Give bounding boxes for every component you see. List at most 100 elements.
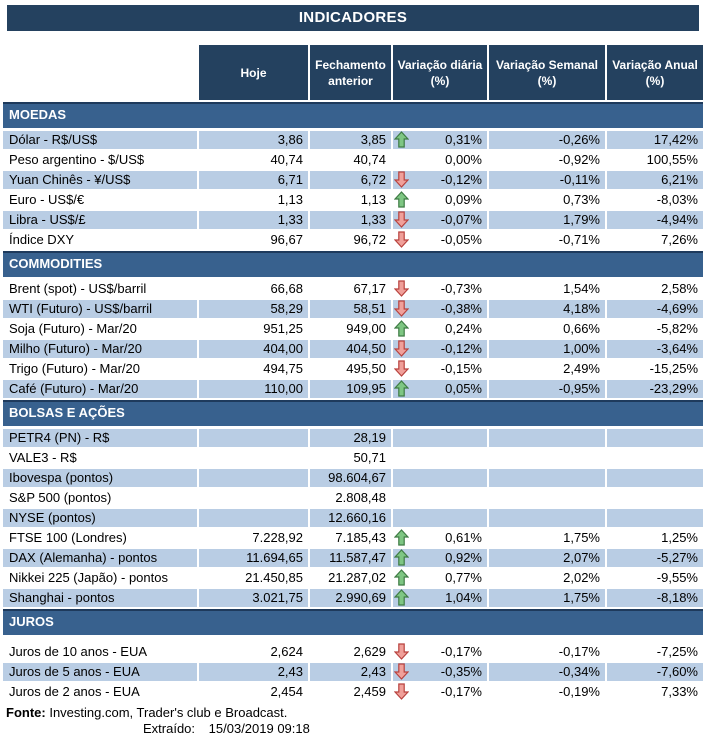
variacao-semanal-value: 1,75% bbox=[489, 589, 607, 607]
variacao-diaria-value: -0,05% bbox=[440, 232, 482, 247]
section-header-bolsas-e-a-es: BOLSAS E AÇÕES bbox=[3, 400, 703, 426]
variacao-semanal-value bbox=[489, 509, 607, 527]
fechamento-anterior-value: 28,19 bbox=[310, 429, 393, 447]
up-arrow-icon bbox=[393, 320, 410, 337]
variacao-anual-value: -8,03% bbox=[656, 192, 698, 207]
fechamento-anterior-value: 40,74 bbox=[310, 151, 393, 169]
column-header-variacao-diaria: Variação diária (%) bbox=[393, 45, 489, 100]
hoje-value bbox=[199, 429, 310, 447]
row-label: WTI (Futuro) - US$/barril bbox=[3, 300, 199, 318]
row-label: PETR4 (PN) - R$ bbox=[3, 429, 199, 447]
variacao-diaria-value: -0,12% bbox=[440, 172, 482, 187]
up-arrow-icon bbox=[393, 191, 410, 208]
table-row: Trigo (Futuro) - Mar/20 494,75 495,50 -0,15… bbox=[3, 360, 703, 378]
fechamento-anterior-value: 6,72 bbox=[310, 171, 393, 189]
hoje-value: 1,33 bbox=[199, 211, 310, 229]
variacao-diaria-value: 0,92% bbox=[445, 550, 482, 565]
table-row: NYSE (pontos) 12.660,16 bbox=[3, 509, 703, 527]
fechamento-anterior-value: 3,85 bbox=[310, 131, 393, 149]
column-header-fechamento: Fechamento anterior bbox=[310, 45, 393, 100]
row-label: Juros de 10 anos - EUA bbox=[3, 643, 199, 661]
variacao-semanal-value: -0,34% bbox=[489, 663, 607, 681]
row-label: Peso argentino - $/US$ bbox=[3, 151, 199, 169]
variacao-diaria-value: -0,12% bbox=[440, 341, 482, 356]
variacao-anual-value: -23,29% bbox=[607, 380, 703, 398]
row-label: Euro - US$/€ bbox=[3, 191, 199, 209]
variacao-diaria-cell: 0,05% bbox=[393, 380, 489, 398]
row-label: Soja (Futuro) - Mar/20 bbox=[3, 320, 199, 338]
up-arrow-icon bbox=[393, 380, 410, 397]
row-label: Shanghai - pontos bbox=[3, 589, 199, 607]
report-footer: Fonte: Investing.com, Trader's club e Br… bbox=[3, 705, 703, 737]
header-label-spacer bbox=[3, 45, 199, 100]
variacao-anual-value: -8,18% bbox=[607, 589, 703, 607]
fechamento-anterior-value: 21.287,02 bbox=[310, 569, 393, 587]
fechamento-anterior-value: 67,17 bbox=[310, 280, 393, 298]
variacao-anual-value: -9,55% bbox=[656, 570, 698, 585]
section-header-moedas: MOEDAS bbox=[3, 102, 703, 128]
hoje-value: 21.450,85 bbox=[199, 569, 310, 587]
variacao-semanal-value bbox=[489, 489, 607, 507]
variacao-semanal-value: 1,75% bbox=[489, 529, 607, 547]
variacao-diaria-cell: 0,09% bbox=[393, 191, 489, 209]
row-label: VALE3 - R$ bbox=[3, 449, 199, 467]
variacao-semanal-value: -0,95% bbox=[489, 380, 607, 398]
variacao-semanal-value: -0,26% bbox=[489, 131, 607, 149]
variacao-anual-value bbox=[607, 489, 703, 507]
variacao-diaria-value: -0,07% bbox=[440, 212, 482, 227]
variacao-diaria-cell: -0,73% bbox=[393, 280, 489, 298]
up-arrow-icon bbox=[393, 131, 410, 148]
variacao-anual-value: -4,94% bbox=[607, 211, 703, 229]
extraction-label: Extraído: bbox=[143, 721, 196, 736]
table-row: Soja (Futuro) - Mar/20 951,25 949,00 0,24% 0… bbox=[3, 320, 703, 338]
variacao-diaria-cell bbox=[393, 509, 489, 527]
fechamento-anterior-value: 2.808,48 bbox=[310, 489, 393, 507]
hoje-value: 951,25 bbox=[199, 320, 310, 338]
variacao-semanal-value bbox=[489, 429, 607, 447]
variacao-diaria-value: -0,17% bbox=[440, 644, 482, 659]
variacao-diaria-value: 0,61% bbox=[445, 530, 482, 545]
variacao-semanal-value bbox=[489, 449, 607, 467]
hoje-value: 7.228,92 bbox=[199, 529, 310, 547]
table-row: Shanghai - pontos 3.021,75 2.990,69 1,04% 1,… bbox=[3, 589, 703, 607]
fechamento-anterior-value: 1,13 bbox=[310, 191, 393, 209]
up-arrow-icon bbox=[393, 549, 410, 566]
row-label: DAX (Alemanha) - pontos bbox=[3, 549, 199, 567]
table-row: DAX (Alemanha) - pontos 11.694,65 11.587,4… bbox=[3, 549, 703, 567]
table-row: Brent (spot) - US$/barril 66,68 67,17 -0,73… bbox=[3, 280, 703, 298]
variacao-diaria-cell: -0,17% bbox=[393, 643, 489, 661]
variacao-semanal-value: -0,17% bbox=[489, 643, 607, 661]
table-row: S&P 500 (pontos) 2.808,48 bbox=[3, 489, 703, 507]
row-label: Libra - US$/£ bbox=[3, 211, 199, 229]
variacao-diaria-cell: 0,61% bbox=[393, 529, 489, 547]
table-row: FTSE 100 (Londres) 7.228,92 7.185,43 0,61% 1… bbox=[3, 529, 703, 547]
down-arrow-icon bbox=[393, 360, 410, 377]
down-arrow-icon bbox=[393, 643, 410, 660]
table-row: Euro - US$/€ 1,13 1,13 0,09% 0,73% -8,03% bbox=[3, 191, 703, 209]
table-row: Juros de 2 anos - EUA 2,454 2,459 -0,17% -0,… bbox=[3, 683, 703, 701]
variacao-diaria-cell: -0,05% bbox=[393, 231, 489, 249]
variacao-diaria-value: -0,15% bbox=[440, 361, 482, 376]
fechamento-anterior-value: 96,72 bbox=[310, 231, 393, 249]
variacao-anual-value: 7,33% bbox=[661, 684, 698, 699]
source-text: Investing.com, Trader's club e Broadcast… bbox=[49, 705, 288, 720]
down-arrow-icon bbox=[393, 231, 410, 248]
fechamento-anterior-value: 2.990,69 bbox=[310, 589, 393, 607]
down-arrow-icon bbox=[393, 663, 410, 680]
variacao-diaria-cell bbox=[393, 429, 489, 447]
variacao-diaria-value: 0,09% bbox=[445, 192, 482, 207]
fechamento-anterior-value: 2,43 bbox=[310, 663, 393, 681]
fechamento-anterior-value: 495,50 bbox=[310, 360, 393, 378]
variacao-anual-value bbox=[607, 449, 703, 467]
hoje-value: 494,75 bbox=[199, 360, 310, 378]
variacao-diaria-cell: -0,38% bbox=[393, 300, 489, 318]
table-row: Juros de 10 anos - EUA 2,624 2,629 -0,17% -0… bbox=[3, 643, 703, 661]
table-row: Nikkei 225 (Japão) - pontos 21.450,85 21.2… bbox=[3, 569, 703, 587]
variacao-diaria-value: 0,31% bbox=[445, 132, 482, 147]
variacao-diaria-cell: 0,77% bbox=[393, 569, 489, 587]
variacao-diaria-value: 1,04% bbox=[445, 590, 482, 605]
column-header-variacao-semanal: Variação Semanal (%) bbox=[489, 45, 607, 100]
row-label: Nikkei 225 (Japão) - pontos bbox=[3, 569, 199, 587]
column-header-variacao-anual: Variação Anual (%) bbox=[607, 45, 703, 100]
